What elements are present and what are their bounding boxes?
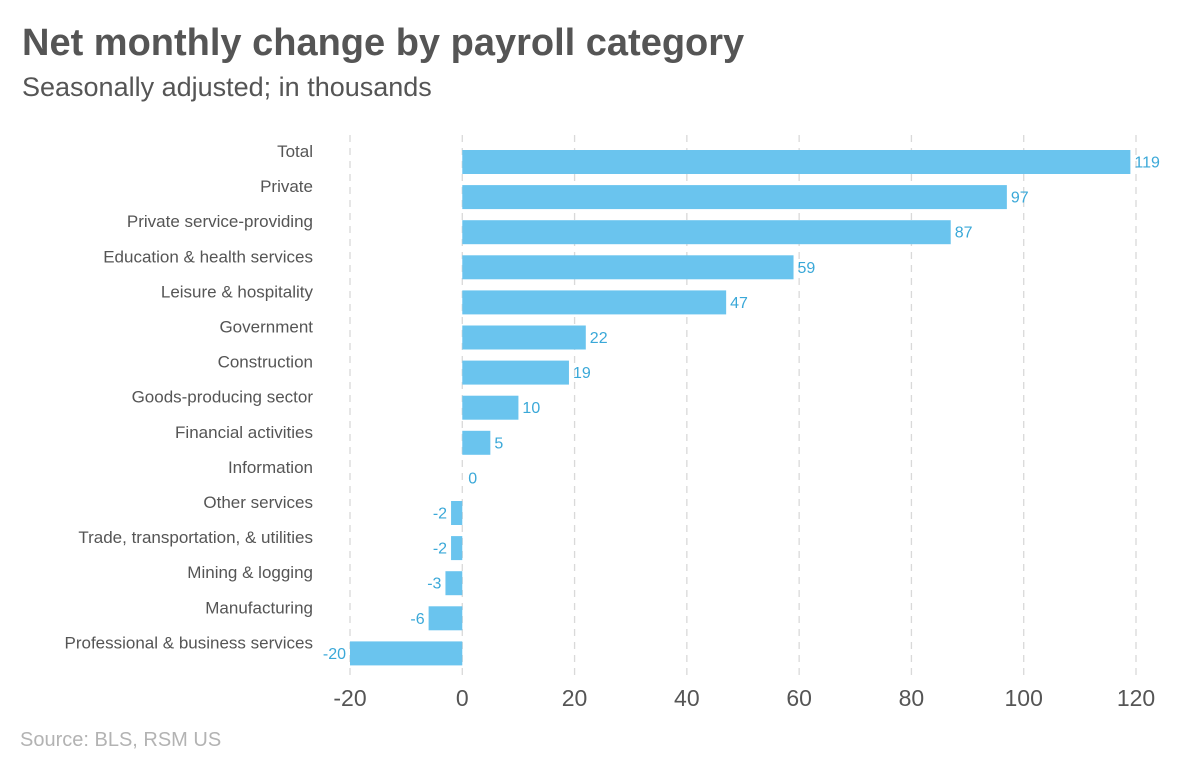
- value-label: 87: [955, 225, 973, 242]
- x-tick-label: -20: [333, 685, 366, 711]
- category-label: Private: [260, 177, 313, 196]
- bars: [350, 150, 1131, 666]
- x-axis-ticks: -20 0 20 40 60 80 100 120: [333, 685, 1155, 711]
- value-label: 5: [494, 435, 503, 452]
- category-label: Other services: [203, 493, 313, 512]
- category-label: Government: [219, 318, 313, 337]
- x-tick-label: 120: [1117, 685, 1155, 711]
- value-label: -2: [433, 506, 447, 523]
- value-label: 47: [730, 295, 748, 312]
- bar: [462, 395, 519, 420]
- x-tick-label: 80: [899, 685, 925, 711]
- chart-title: Net monthly change by payroll category: [22, 22, 745, 64]
- x-tick-label: 0: [456, 685, 469, 711]
- value-label: -20: [323, 646, 346, 663]
- chart-source: Source: BLS, RSM US: [20, 729, 222, 751]
- x-tick-label: 40: [674, 685, 700, 711]
- category-label: Private service-providing: [127, 212, 313, 231]
- value-label: -3: [427, 576, 441, 593]
- bar: [445, 571, 463, 596]
- bar: [462, 360, 569, 385]
- value-label: 22: [590, 330, 608, 347]
- value-label: -6: [410, 611, 424, 628]
- category-label: Mining & logging: [187, 563, 313, 582]
- category-label: Leisure & hospitality: [161, 282, 314, 301]
- value-label: 119: [1134, 155, 1160, 172]
- category-label: Total: [277, 142, 313, 161]
- category-label: Education & health services: [103, 247, 313, 266]
- category-label: Trade, transportation, & utilities: [78, 528, 313, 547]
- category-label: Information: [228, 458, 313, 477]
- bar: [462, 185, 1007, 210]
- value-label: 59: [798, 260, 816, 277]
- value-label: 10: [522, 400, 540, 417]
- bar: [462, 325, 586, 350]
- bar: [350, 641, 463, 666]
- bar: [451, 501, 463, 525]
- category-label: Construction: [218, 353, 313, 372]
- x-tick-label: 60: [786, 685, 812, 711]
- category-label: Manufacturing: [205, 598, 313, 617]
- value-label: 97: [1011, 190, 1029, 207]
- chart-subtitle: Seasonally adjusted; in thousands: [22, 72, 432, 102]
- bar: [451, 536, 463, 561]
- bar: [462, 290, 727, 315]
- bar: [462, 220, 951, 245]
- value-labels: 119 97 87 59 47 22 19 10 5 0 -2 -2 -3 -6 -20: [323, 155, 1160, 663]
- category-label: Financial activities: [175, 423, 313, 442]
- x-tick-label: 100: [1005, 685, 1043, 711]
- category-labels: Total Private Private service-providing Edu…: [64, 142, 313, 652]
- category-label: Goods-producing sector: [132, 388, 314, 407]
- value-label: -2: [433, 541, 447, 558]
- bar: [462, 150, 1131, 174]
- value-label: 0: [468, 470, 477, 487]
- value-label: 19: [573, 365, 591, 382]
- bar: [462, 255, 794, 280]
- category-label: Professional & business services: [64, 633, 313, 652]
- bar: [428, 606, 463, 631]
- bar: [462, 430, 491, 455]
- x-tick-label: 20: [562, 685, 588, 711]
